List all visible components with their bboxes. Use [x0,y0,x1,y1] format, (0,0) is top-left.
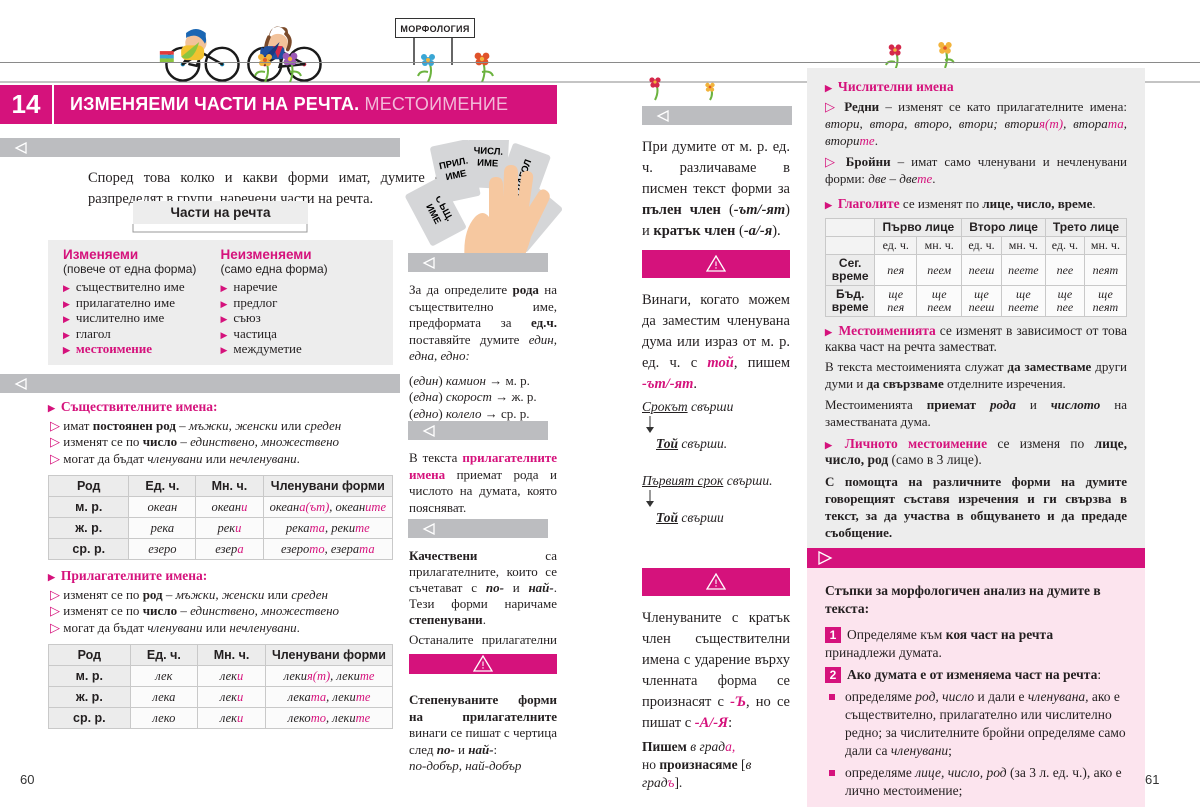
svg-text:ЧИСЛ.: ЧИСЛ. [473,145,503,158]
svg-text:ИМЕ: ИМЕ [477,158,499,170]
